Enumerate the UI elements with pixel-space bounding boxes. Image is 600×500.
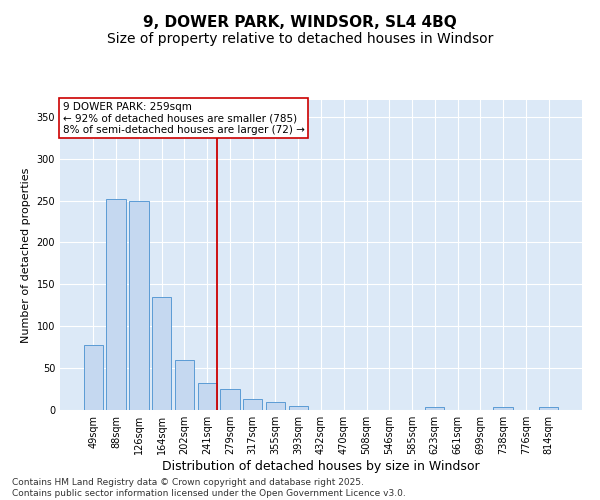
Bar	[289, 406, 308, 410]
Bar	[84, 344, 103, 410]
Y-axis label: Number of detached properties: Number of detached properties	[21, 168, 31, 342]
Text: Size of property relative to detached houses in Windsor: Size of property relative to detached ho…	[107, 32, 493, 46]
Bar	[152, 297, 172, 410]
X-axis label: Distribution of detached houses by size in Windsor: Distribution of detached houses by size …	[162, 460, 480, 473]
Bar	[129, 200, 149, 410]
Bar	[243, 399, 262, 410]
Text: 9, DOWER PARK, WINDSOR, SL4 4BQ: 9, DOWER PARK, WINDSOR, SL4 4BQ	[143, 15, 457, 30]
Bar	[220, 389, 239, 410]
Bar	[493, 408, 513, 410]
Text: Contains HM Land Registry data © Crown copyright and database right 2025.
Contai: Contains HM Land Registry data © Crown c…	[12, 478, 406, 498]
Bar	[106, 199, 126, 410]
Bar	[539, 408, 558, 410]
Bar	[425, 408, 445, 410]
Bar	[175, 360, 194, 410]
Bar	[266, 402, 285, 410]
Text: 9 DOWER PARK: 259sqm
← 92% of detached houses are smaller (785)
8% of semi-detac: 9 DOWER PARK: 259sqm ← 92% of detached h…	[62, 102, 304, 134]
Bar	[197, 383, 217, 410]
